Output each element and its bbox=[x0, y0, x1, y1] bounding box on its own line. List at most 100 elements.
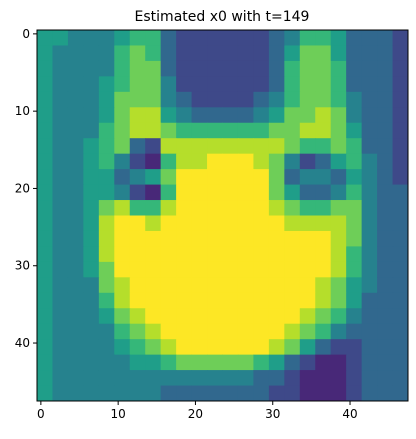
heatmap-cell bbox=[114, 292, 131, 309]
heatmap-cell bbox=[191, 200, 208, 216]
heatmap-cell bbox=[361, 230, 378, 247]
heatmap-cell bbox=[129, 261, 146, 278]
heatmap-cell bbox=[98, 153, 115, 170]
y-tick-label: 20 bbox=[15, 181, 30, 195]
heatmap-cell bbox=[237, 122, 254, 139]
heatmap-cell bbox=[207, 385, 223, 402]
heatmap-cell bbox=[237, 76, 254, 93]
heatmap-cell bbox=[222, 308, 239, 325]
heatmap-cell bbox=[207, 91, 223, 108]
heatmap-cell bbox=[315, 60, 332, 77]
heatmap-cell bbox=[37, 339, 53, 356]
heatmap-cell bbox=[253, 277, 270, 294]
heatmap-cell bbox=[268, 200, 285, 216]
heatmap-cell bbox=[361, 292, 378, 309]
heatmap-cell bbox=[114, 277, 131, 294]
heatmap-cell bbox=[315, 261, 332, 278]
heatmap-cell bbox=[129, 107, 146, 124]
heatmap-cell bbox=[37, 246, 53, 263]
heatmap-cell bbox=[191, 30, 208, 46]
heatmap-cell bbox=[52, 230, 69, 247]
heatmap-cell bbox=[346, 292, 363, 309]
heatmap-cell bbox=[392, 184, 409, 201]
heatmap-cell bbox=[377, 45, 394, 62]
heatmap-cell bbox=[98, 308, 115, 325]
heatmap-cell bbox=[207, 122, 223, 139]
heatmap-cell bbox=[284, 261, 301, 278]
heatmap-cell bbox=[253, 261, 270, 278]
heatmap-cell bbox=[98, 385, 115, 402]
heatmap-cell bbox=[268, 230, 285, 247]
heatmap-cell bbox=[315, 200, 332, 216]
heatmap-cell bbox=[145, 261, 162, 278]
heatmap-cell bbox=[145, 30, 162, 46]
heatmap-cell bbox=[268, 60, 285, 77]
heatmap-cell bbox=[160, 184, 177, 201]
heatmap-cell bbox=[361, 323, 378, 340]
heatmap-cell bbox=[207, 184, 223, 201]
heatmap-cell bbox=[67, 200, 84, 216]
heatmap-cell bbox=[176, 246, 193, 263]
heatmap-cell bbox=[284, 385, 301, 402]
heatmap-cell bbox=[52, 261, 69, 278]
heatmap-cell bbox=[330, 292, 347, 309]
heatmap-cell bbox=[37, 308, 53, 325]
heatmap-cell bbox=[37, 385, 53, 402]
heatmap-cell bbox=[52, 200, 69, 216]
heatmap-cell bbox=[67, 323, 84, 340]
heatmap-cell bbox=[237, 215, 254, 232]
heatmap-cell bbox=[253, 60, 270, 77]
heatmap-cell bbox=[330, 339, 347, 356]
heatmap-cell bbox=[176, 169, 193, 186]
heatmap-cell bbox=[67, 385, 84, 402]
heatmap-cell bbox=[299, 354, 316, 371]
heatmap-cell bbox=[98, 138, 115, 155]
heatmap-cell bbox=[392, 292, 409, 309]
heatmap-cell bbox=[237, 277, 254, 294]
heatmap-cell bbox=[268, 169, 285, 186]
heatmap-cell bbox=[377, 76, 394, 93]
heatmap-cell bbox=[253, 169, 270, 186]
heatmap-cell bbox=[315, 230, 332, 247]
heatmap-cell bbox=[114, 354, 131, 371]
heatmap-cell bbox=[299, 169, 316, 186]
heatmap-cell bbox=[114, 169, 131, 186]
heatmap-cell bbox=[191, 230, 208, 247]
heatmap-cell bbox=[37, 76, 53, 93]
heatmap-cell bbox=[299, 277, 316, 294]
heatmap-cell bbox=[361, 107, 378, 124]
heatmap-cell bbox=[129, 277, 146, 294]
heatmap-cell bbox=[83, 60, 100, 77]
heatmap-cell bbox=[346, 30, 363, 46]
heatmap-cell bbox=[114, 230, 131, 247]
heatmap-cell bbox=[145, 277, 162, 294]
heatmap-cell bbox=[67, 153, 84, 170]
heatmap-cell bbox=[129, 354, 146, 371]
heatmap-cell bbox=[299, 45, 316, 62]
heatmap-cell bbox=[67, 184, 84, 201]
heatmap-cell bbox=[299, 30, 316, 46]
heatmap-cell bbox=[98, 370, 115, 387]
heatmap-cell bbox=[67, 122, 84, 139]
heatmap-cell bbox=[191, 308, 208, 325]
heatmap-cell bbox=[253, 107, 270, 124]
heatmap-cell bbox=[237, 308, 254, 325]
heatmap-cell bbox=[176, 60, 193, 77]
heatmap-cell bbox=[98, 91, 115, 108]
heatmap-cell bbox=[176, 107, 193, 124]
heatmap-cell bbox=[160, 354, 177, 371]
heatmap-cell bbox=[253, 184, 270, 201]
heatmap-cell bbox=[330, 246, 347, 263]
heatmap-cell bbox=[253, 246, 270, 263]
heatmap-cell bbox=[392, 230, 409, 247]
heatmap-cell bbox=[299, 370, 316, 387]
heatmap-cell bbox=[129, 370, 146, 387]
heatmap-cell bbox=[222, 184, 239, 201]
heatmap-cell bbox=[299, 138, 316, 155]
heatmap-cell bbox=[52, 215, 69, 232]
heatmap-cell bbox=[160, 308, 177, 325]
heatmap-cell bbox=[268, 385, 285, 402]
heatmap-cell bbox=[237, 184, 254, 201]
heatmap-cell bbox=[346, 339, 363, 356]
heatmap-cell bbox=[284, 246, 301, 263]
